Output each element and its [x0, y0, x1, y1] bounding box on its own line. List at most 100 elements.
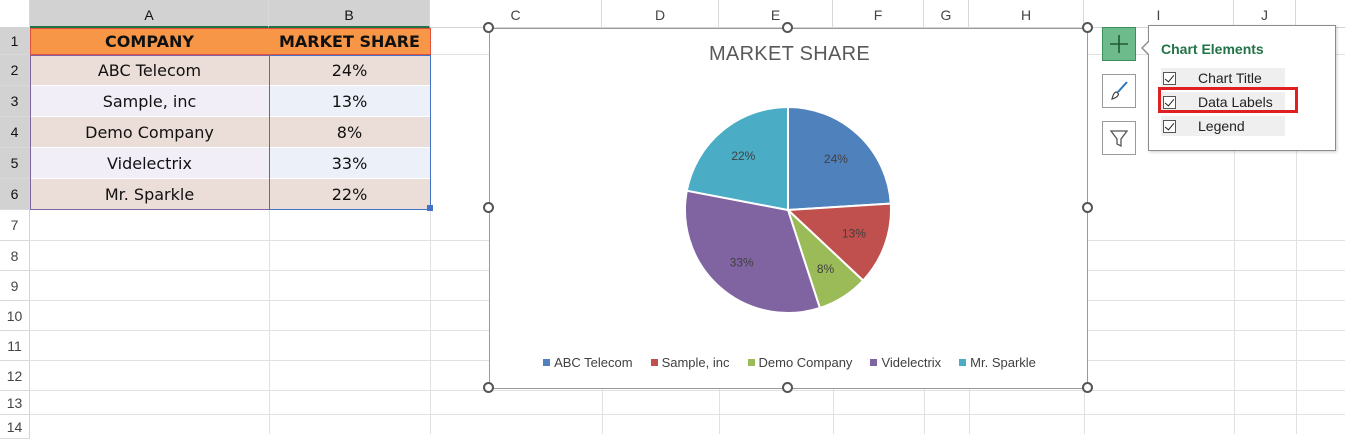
legend-swatch — [959, 359, 967, 366]
column-header-f[interactable]: F — [833, 0, 924, 28]
plus-icon — [1110, 35, 1128, 53]
option-data-labels[interactable]: Data Labels — [1161, 92, 1285, 112]
selection-range-categories — [30, 55, 270, 210]
pie-plot-area[interactable]: 24% 13% 8% 33% 22% — [490, 29, 1089, 390]
gridline — [430, 28, 431, 434]
chart-elements-button[interactable] — [1102, 27, 1136, 61]
column-header-i[interactable]: I — [1084, 0, 1234, 28]
row-header-7[interactable]: 7 — [0, 210, 30, 241]
gridline — [269, 28, 270, 434]
chart-styles-button[interactable] — [1102, 74, 1136, 108]
column-header-a[interactable]: A — [30, 0, 269, 28]
row-header-2[interactable]: 2 — [0, 55, 30, 86]
row-header-13[interactable]: 13 — [0, 391, 30, 415]
cell-company[interactable]: Sample, inc — [30, 86, 269, 117]
pie-slice[interactable] — [685, 105, 789, 212]
column-header-c[interactable]: C — [430, 0, 602, 28]
cell-market-share[interactable]: 8% — [269, 117, 430, 148]
cell-market-share[interactable]: 33% — [269, 148, 430, 179]
data-label[interactable]: 13% — [842, 227, 866, 241]
filter-icon — [1109, 130, 1129, 148]
cell-market-share[interactable]: 13% — [269, 86, 430, 117]
row-header-6[interactable]: 6 — [0, 179, 30, 210]
option-label: Data Labels — [1198, 94, 1273, 110]
option-legend[interactable]: Legend — [1161, 116, 1285, 136]
legend-item[interactable]: Videlectrix — [870, 355, 941, 370]
checkbox-icon[interactable] — [1163, 119, 1176, 133]
option-label: Chart Title — [1198, 70, 1262, 86]
column-header-bar: A B C D E F G H I J — [0, 0, 1345, 28]
column-header-d[interactable]: D — [602, 0, 719, 28]
legend-label: Videlectrix — [881, 355, 942, 370]
resize-handle-left[interactable] — [483, 202, 494, 213]
pie-slice[interactable] — [785, 202, 892, 282]
pie-chart[interactable]: MARKET SHARE 24% 13% 8% 33% 22% ABC Telecom … — [489, 28, 1088, 389]
row-header-9[interactable]: 9 — [0, 271, 30, 301]
legend-swatch — [543, 359, 551, 366]
selection-range-header — [30, 28, 431, 55]
gridline — [1234, 28, 1235, 434]
option-chart-title[interactable]: Chart Title — [1161, 68, 1285, 88]
row-header-8[interactable]: 8 — [0, 241, 30, 271]
chart-legend[interactable]: ABC Telecom Sample, inc Demo Company Vid… — [490, 355, 1089, 370]
gridline — [30, 391, 1345, 415]
legend-swatch — [650, 359, 658, 366]
legend-label: Sample, inc — [661, 355, 730, 370]
legend-label: Demo Company — [758, 355, 853, 370]
checkbox-icon[interactable] — [1163, 71, 1176, 85]
select-all-corner[interactable] — [0, 0, 30, 28]
data-label[interactable]: 22% — [731, 149, 755, 163]
row-header-4[interactable]: 4 — [0, 117, 30, 148]
column-header-j[interactable]: J — [1234, 0, 1296, 28]
legend-item[interactable]: Sample, inc — [650, 355, 730, 370]
column-header-b[interactable]: B — [269, 0, 430, 28]
chart-filters-button[interactable] — [1102, 121, 1136, 155]
legend-item[interactable]: ABC Telecom — [543, 355, 633, 370]
paintbrush-icon — [1111, 81, 1128, 100]
legend-item[interactable]: Mr. Sparkle — [959, 355, 1036, 370]
highlight-box — [1158, 87, 1298, 113]
legend-swatch — [870, 359, 878, 366]
resize-handle-right[interactable] — [1082, 202, 1093, 213]
resize-handle-bottom[interactable] — [782, 382, 793, 393]
legend-label: Mr. Sparkle — [970, 355, 1036, 370]
flyout-pointer — [1143, 41, 1150, 55]
gridline — [1296, 28, 1297, 434]
pie-slice[interactable] — [684, 189, 822, 314]
legend-label: ABC Telecom — [554, 355, 633, 370]
resize-handle-bottom-right[interactable] — [1082, 382, 1093, 393]
row-header-10[interactable]: 10 — [0, 301, 30, 331]
row-header-3[interactable]: 3 — [0, 86, 30, 117]
column-header-h[interactable]: H — [969, 0, 1084, 28]
data-label[interactable]: 8% — [817, 262, 835, 276]
resize-handle-top-right[interactable] — [1082, 22, 1093, 33]
fill-handle[interactable] — [427, 205, 433, 211]
cell-market-share[interactable]: 24% — [269, 55, 430, 86]
cell-company[interactable]: Videlectrix — [30, 148, 269, 179]
cell-company[interactable]: Mr. Sparkle — [30, 179, 269, 210]
cell-company[interactable]: ABC Telecom — [30, 55, 269, 86]
column-header-e[interactable]: E — [719, 0, 833, 28]
resize-handle-top[interactable] — [782, 22, 793, 33]
column-header-k[interactable] — [1296, 0, 1345, 28]
checkbox-icon[interactable] — [1163, 95, 1176, 109]
data-label[interactable]: 33% — [730, 256, 754, 270]
row-header-12[interactable]: 12 — [0, 361, 30, 391]
row-header-5[interactable]: 5 — [0, 148, 30, 179]
chart-elements-flyout: Chart Elements Chart Title Data Labels L… — [1141, 25, 1336, 151]
flyout-title: Chart Elements — [1161, 41, 1264, 57]
pie-slice[interactable] — [787, 105, 892, 212]
row-header-11[interactable]: 11 — [0, 331, 30, 361]
resize-handle-top-left[interactable] — [483, 22, 494, 33]
chart-title[interactable]: MARKET SHARE — [708, 43, 871, 65]
row-header-14[interactable]: 14 — [0, 415, 30, 439]
data-label[interactable]: 24% — [824, 152, 848, 166]
resize-handle-bottom-left[interactable] — [483, 382, 494, 393]
legend-swatch — [747, 359, 755, 366]
column-header-g[interactable]: G — [924, 0, 969, 28]
option-label: Legend — [1198, 118, 1245, 134]
row-header-1[interactable]: 1 — [0, 28, 30, 55]
selection-range-values — [269, 55, 431, 210]
cell-company[interactable]: Demo Company — [30, 117, 269, 148]
legend-item[interactable]: Demo Company — [747, 355, 853, 370]
